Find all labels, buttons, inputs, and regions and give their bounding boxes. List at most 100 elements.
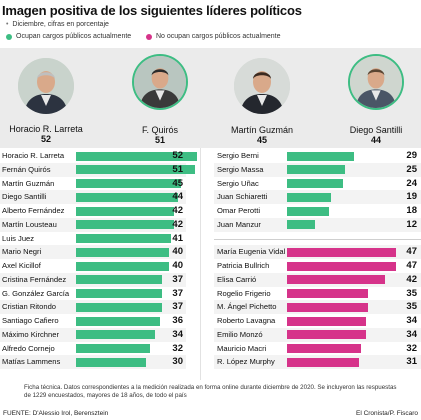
bar [287,344,362,353]
bar [76,330,156,340]
bar [287,179,343,188]
bar-label: Luis Juez [2,233,35,243]
bar-label: Máximo Kirchner [2,329,59,339]
column-divider [200,148,201,380]
bar-value: 19 [406,191,417,203]
bar [76,220,174,230]
green-dot-icon [6,33,12,40]
bar-value: 32 [406,342,417,354]
bar-label: Martín Lousteau [2,219,57,229]
bar [287,247,397,257]
bar-value: 41 [172,232,183,244]
bar [287,316,367,326]
bar-chart: Horacio R. Larreta 52 Fernán Quirós 51 Martí… [0,148,421,386]
bar-value: 35 [406,301,417,313]
bar [76,165,195,175]
bar-value: 24 [406,177,417,189]
bar-label: Omar Perotti [217,206,261,215]
legend-pink-label: No ocupan cargos públicos actualmente [156,33,281,40]
bar-label: Cristina Fernández [2,274,67,284]
leader-value: 45 [256,135,267,145]
bar-label: R. López Murphy [217,357,275,367]
bar [287,206,329,216]
bar-value: 36 [172,315,183,326]
bar-label: Alberto Fernández [2,206,65,215]
bar [287,151,355,161]
bar [76,192,179,202]
bar [287,330,367,340]
credit-footer: El Cronista/P. Fiscaro [355,410,418,417]
bar-value: 37 [172,301,183,313]
bar-label: Horacio R. Larreta [2,151,65,160]
bar [76,179,181,188]
bar-label: Sergio Uñac [217,178,259,188]
bar [287,275,385,285]
bar-label: M. Ángel Pichetto [217,302,277,312]
bar-value: 42 [172,205,183,216]
bar [76,316,160,326]
person-portrait-icon [350,56,402,108]
bar-label: Mauricio Macri [217,343,267,353]
leader-name: F. Quirós [141,125,178,135]
bar-label: Rogelio Frigerio [217,288,271,298]
bar [287,289,369,298]
bar-value: 32 [172,342,183,354]
bar-label: Mario Negri [2,247,42,257]
subtitle-text: Diciembre, cifras en porcentaje [12,21,109,28]
bar [76,234,172,243]
bar-label: Roberto Lavagna [217,316,276,325]
chart-title: Imagen positiva de los siguientes lídere… [2,3,302,18]
bar-label: Sergio Massa [217,164,264,174]
bar [76,344,151,353]
bar-label: G. González García [2,288,70,298]
bar-value: 34 [406,315,417,326]
leader-value: 44 [370,135,381,145]
bar-value: 42 [406,273,417,285]
bar-value: 51 [172,163,183,175]
bar-label: Elisa Carrió [217,274,257,284]
bar [287,192,332,202]
bar-label: Santiago Cafiero [2,316,59,325]
bar-label: Matías Lammens [2,357,61,367]
featured-leaders-panel: Horacio R. Larreta 52 F. Quirós 51 Martín Gu… [0,48,421,148]
bar-value: 47 [406,246,417,258]
leader-value: 52 [40,134,51,144]
bar-value: 34 [172,328,183,340]
bar-label: Emilio Monzó [217,329,263,339]
bar [287,165,346,175]
group-divider [214,238,421,240]
bar-value: 18 [406,205,417,216]
bar [76,302,163,312]
bar-label: Juan Manzur [217,219,261,229]
bar [76,261,170,271]
pink-dot-icon [146,33,152,40]
bar-value: 47 [406,260,417,271]
person-portrait-icon [18,58,74,114]
bullet-icon: • [6,21,9,28]
bar-label: Martín Guzmán [2,178,55,188]
bar [76,247,170,257]
bar-value: 12 [406,218,417,230]
bar-value: 52 [172,150,183,161]
row-shade [214,217,421,232]
leader-name: Martín Guzmán [230,125,294,135]
bar-label: Patricia Bullrich [217,261,270,270]
chart-subtitle: • Diciembre, cifras en porcentaje [6,21,109,28]
bar [287,302,369,312]
bar-value: 45 [172,177,183,189]
legend-green-label: Ocupan cargos públicos actualmente [16,33,132,40]
bar-label: Cristian Ritondo [2,302,57,312]
bar-value: 40 [172,260,183,271]
legend-pink: No ocupan cargos públicos actualmente [146,33,281,40]
bar-value: 37 [172,273,183,285]
technical-note: Ficha técnica. Datos correspondientes a … [24,384,397,399]
source-footer: FUENTE: D'Alessio Irol, Berensztein [3,410,109,417]
bar-label: María Eugenia Vidal [217,247,286,257]
bar-label: Alfredo Cornejo [2,343,55,353]
bar-value: 44 [172,191,183,203]
bar-value: 31 [406,356,417,368]
bar-label: Juan Schiaretti [217,192,268,202]
person-portrait-icon [234,58,290,114]
bar [287,357,360,367]
bar-value: 34 [406,328,417,340]
